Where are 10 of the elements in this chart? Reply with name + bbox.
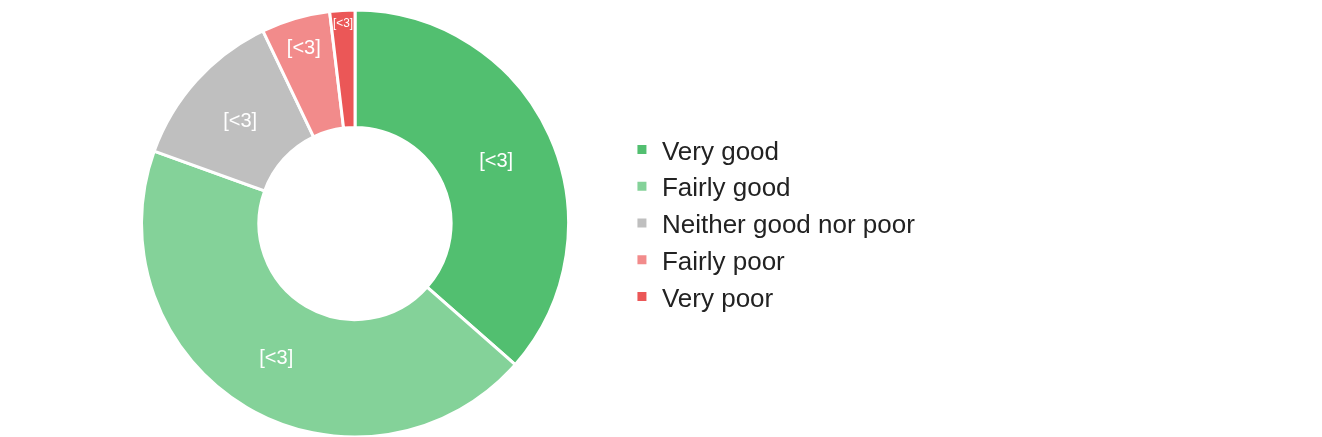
- legend-label: Fairly good: [661, 172, 791, 203]
- data-label: [<3]: [286, 36, 321, 59]
- data-label: [<3]: [223, 108, 258, 131]
- legend-label: Neither good nor poor: [661, 209, 916, 240]
- data-label: [<3]: [332, 15, 354, 30]
- legend-label: Very poor: [661, 282, 774, 313]
- legend-label: Very good: [661, 135, 780, 166]
- data-label: [<3]: [479, 148, 514, 171]
- data-label: [<3]: [259, 345, 294, 368]
- legend-label: Fairly poor: [661, 245, 786, 276]
